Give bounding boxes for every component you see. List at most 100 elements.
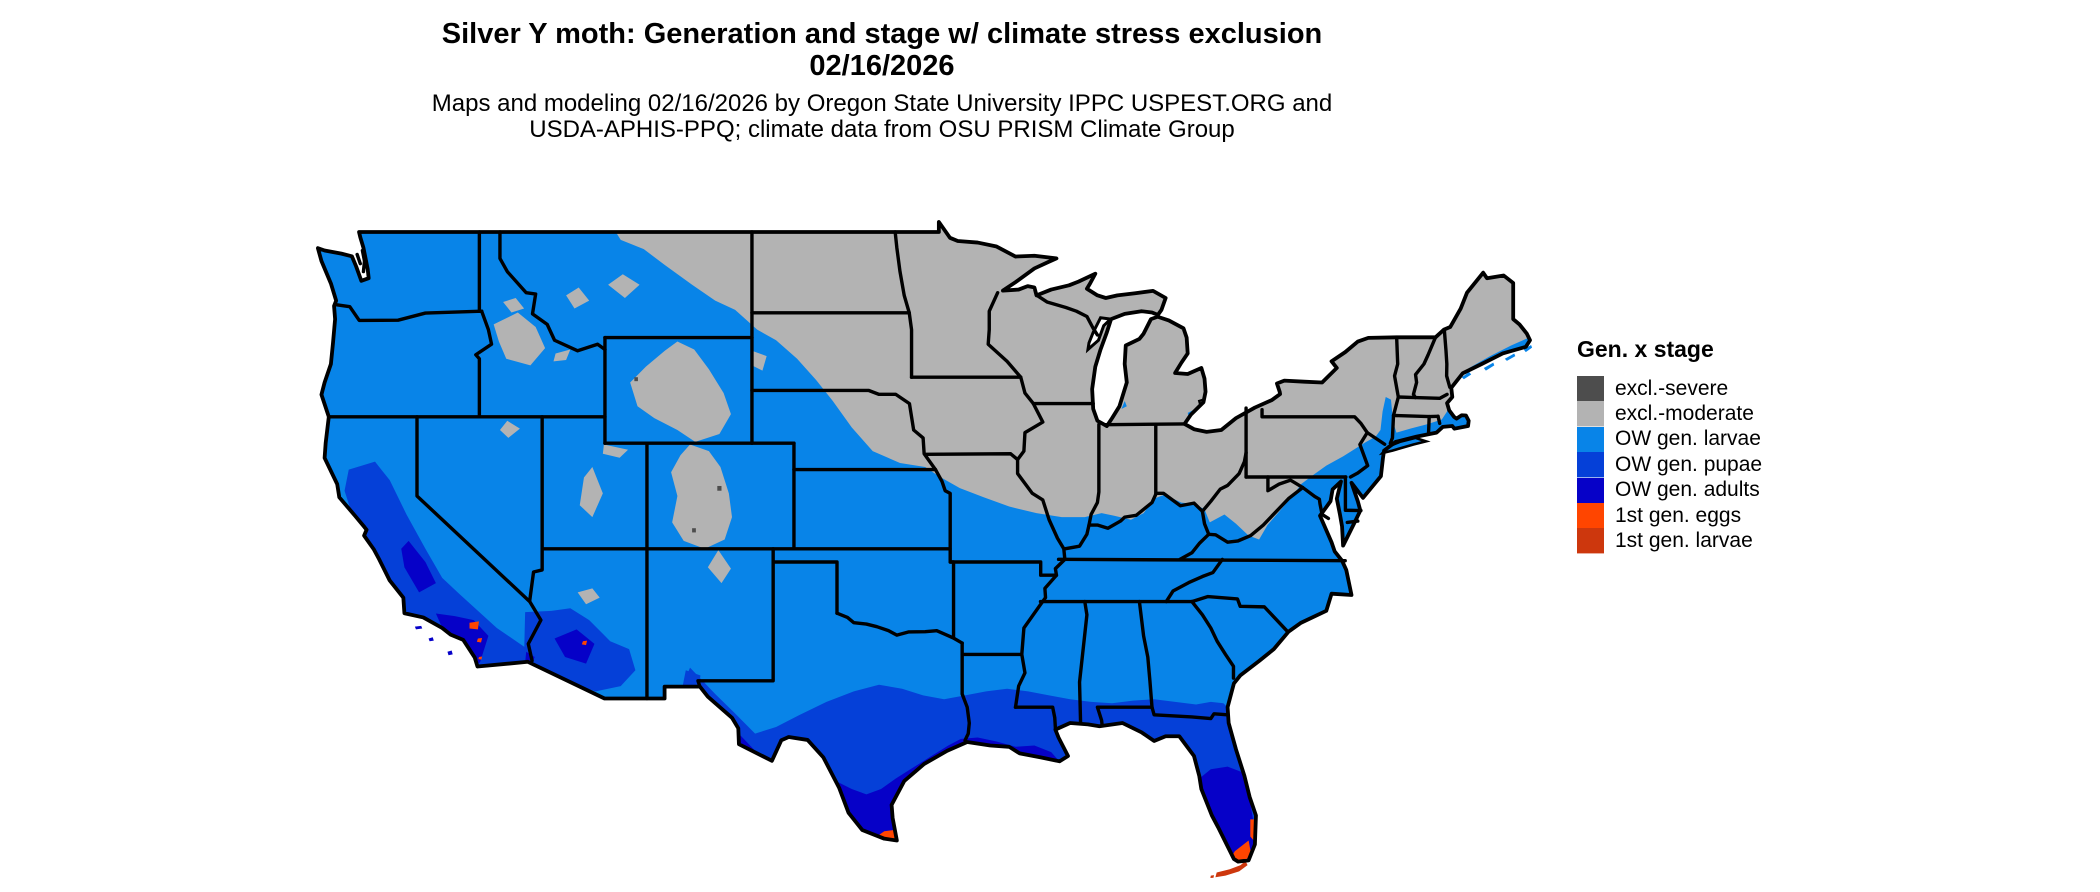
state-border-ri-ma <box>1438 416 1440 423</box>
legend-label-excl-moderate: excl.-moderate <box>1615 402 1754 426</box>
state-border-mo-ar <box>950 562 1056 575</box>
legend-swatch-rect <box>1577 426 1604 453</box>
excl-severe-speck-co <box>717 485 722 491</box>
state-border-ga-fl <box>1097 707 1227 725</box>
state-border-tx-la <box>962 643 969 740</box>
channel-island-2 <box>428 637 434 642</box>
state-border-sd-ne-mo <box>752 390 954 637</box>
state-border-mississippi-river <box>988 293 1065 707</box>
state-border-red-river <box>837 613 962 643</box>
channel-island-1 <box>414 625 423 630</box>
legend-label-ow-larvae: OW gen. larvae <box>1615 427 1761 451</box>
state-border-mn-west <box>895 232 911 377</box>
excl-moderate-idaho-patch-3 <box>553 349 571 362</box>
legend-label-ow-pupae: OW gen. pupae <box>1615 452 1763 476</box>
legend-item-ow-larvae: OW gen. larvae <box>1577 426 1762 453</box>
legend-swatch-rect <box>1577 477 1604 503</box>
state-border-or-id <box>476 311 492 417</box>
florida-keys-dot <box>1210 875 1214 879</box>
legend-swatch-excl-severe <box>1577 376 1604 402</box>
legend-swatch-rect <box>1577 376 1604 402</box>
excl-severe-layer <box>634 377 722 533</box>
excl-moderate-uinta-patch <box>602 444 629 458</box>
legend-title: Gen. x stage <box>1577 336 1714 362</box>
land-base-layer <box>317 221 1530 862</box>
legend-swatch-ow-larvae <box>1577 426 1604 453</box>
excl-moderate-colorado-rockies <box>671 444 732 549</box>
legend-swatch-rect <box>1577 528 1604 554</box>
green-bay-water <box>1088 318 1111 350</box>
excl-moderate-montana-patch <box>608 274 640 298</box>
state-border-potomac <box>1268 477 1328 518</box>
legend-item-excl-severe: excl.-severe <box>1577 376 1762 402</box>
state-border-ma-north <box>1398 394 1447 398</box>
legend-label-gen1-larvae: 1st gen. larvae <box>1615 529 1753 553</box>
legend-swatch-rect <box>1577 502 1604 529</box>
excl-moderate-black-hills-patch <box>751 350 767 371</box>
excl-moderate-wyoming-patch <box>630 341 731 442</box>
ow-adults-florida-region <box>1192 766 1256 862</box>
state-border-ca-nv <box>417 417 541 661</box>
state-border-mi-wi <box>1038 296 1097 335</box>
state-border-de-md <box>1345 477 1361 511</box>
map-title-date: 02/16/2026 <box>809 50 955 82</box>
state-border-ma-south <box>1394 415 1439 416</box>
state-border-vt-nh <box>1413 337 1435 397</box>
eggs-socal-patch-3 <box>478 656 483 660</box>
legend-swatch-ow-pupae <box>1577 452 1604 478</box>
larvae-sw-michigan-dot <box>1121 400 1127 409</box>
state-border-ia-mo <box>926 454 1018 460</box>
excl-moderate-new-mexico-patch <box>707 550 731 584</box>
legend-label-excl-severe: excl.-severe <box>1615 376 1729 400</box>
maine-coast-dash-1 <box>1461 371 1472 380</box>
state-border-mi-south <box>1106 424 1185 425</box>
excl-moderate-arizona-patch <box>577 588 600 605</box>
map-subtitle-line1: Maps and modeling 02/16/2026 by Oregon S… <box>431 90 1333 117</box>
state-border-wa-or <box>335 305 482 321</box>
ow-pupae-new-mexico-sliver <box>682 670 701 688</box>
state-border-nh-me <box>1444 330 1449 388</box>
excl-moderate-idaho-patch <box>493 312 546 366</box>
border-lines <box>329 232 1450 740</box>
legend-swatch-rect <box>1577 401 1604 427</box>
legend-item-gen1-eggs: 1st gen. eggs <box>1577 502 1762 529</box>
state-border-wv-va <box>1209 488 1303 543</box>
excl-moderate-nevada-patch <box>499 420 520 438</box>
excl-severe-speck-co2 <box>692 528 696 533</box>
ow-adults-arizona-region <box>554 629 595 664</box>
legend-swatch-ow-adults <box>1577 477 1604 503</box>
florida-keys-arc <box>1215 860 1248 878</box>
florida-keys <box>1210 860 1248 879</box>
channel-islands <box>414 625 453 656</box>
legend-swatch-rect <box>1577 452 1604 478</box>
maine-coast-dash-3 <box>1504 353 1516 361</box>
excl-severe-speck-wy <box>634 377 638 382</box>
state-border-sc-ga <box>1192 602 1234 679</box>
state-border-nc-sc <box>1192 597 1288 632</box>
maine-coast-dash-4 <box>1523 344 1533 353</box>
state-border-nm-tx <box>698 549 773 687</box>
legend-label-ow-adults: OW gen. adults <box>1615 478 1760 502</box>
map-title-line1: Silver Y moth: Generation and stage w/ c… <box>441 18 1323 50</box>
map-subtitle-line2: USDA-APHIS-PPQ; climate data from OSU PR… <box>529 116 1235 143</box>
legend-swatch-excl-moderate <box>1577 401 1604 427</box>
legend-item-gen1-larvae: 1st gen. larvae <box>1577 528 1762 554</box>
state-border-mt-id <box>500 232 605 351</box>
state-border-ok-panhandle <box>773 562 837 613</box>
state-border-ky-wv <box>1202 511 1208 534</box>
state-border-il-in <box>1089 424 1099 525</box>
ow-pupae-california-region <box>344 461 533 673</box>
state-border-ky-va <box>1180 534 1209 559</box>
ow-adults-central-valley-region <box>401 540 436 593</box>
channel-island-3 <box>447 650 453 656</box>
land-silhouette <box>317 221 1530 862</box>
excl-moderate-montana-patch-2 <box>566 287 590 309</box>
excl-moderate-idaho-patch-2 <box>503 298 525 313</box>
state-border-tn-nc <box>1166 559 1222 601</box>
legend: Gen. x stage excl.-severe excl.-moderate… <box>1577 336 1762 554</box>
state-border-ny-nj <box>1367 433 1384 445</box>
excl-moderate-wasatch-patch <box>579 466 603 518</box>
